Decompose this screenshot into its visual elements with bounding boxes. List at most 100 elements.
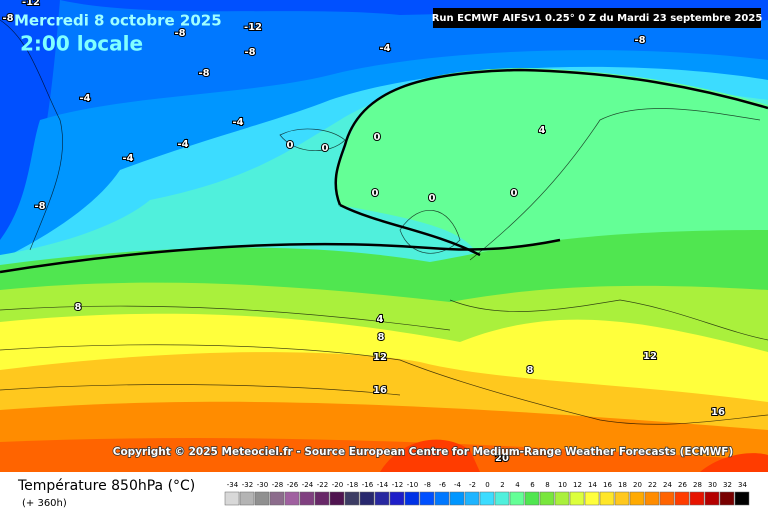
copyright: Copyright © 2025 Meteociel.fr - Source E… xyxy=(113,446,734,458)
contour-label: -4 xyxy=(79,93,90,104)
contour-label: -4 xyxy=(379,43,390,54)
legend-title: Température 850hPa (°C) xyxy=(17,478,195,494)
legend-label: -4 xyxy=(454,481,462,489)
contour-label: 0 xyxy=(372,188,379,199)
contour-labels: -12 -8 -8 -12 -8 -4 -8 -8 -4 -4 -4 -4 -8 0 0 0 4 0 0 0 8 4 8 12… xyxy=(1,0,726,465)
legend-label: -6 xyxy=(439,481,447,489)
legend-swatch xyxy=(674,491,690,506)
legend-label: 12 xyxy=(573,481,582,489)
legend-swatch xyxy=(269,491,285,506)
contour-label: -8 xyxy=(634,35,645,46)
contour-label: 0 xyxy=(322,143,329,154)
legend-label: 32 xyxy=(723,481,732,489)
contour-label: 16 xyxy=(711,407,725,418)
legend-label: -24 xyxy=(302,481,314,489)
legend-swatch xyxy=(629,491,645,506)
legend-swatch xyxy=(449,491,465,506)
legend-label: -26 xyxy=(287,481,299,489)
legend-swatch xyxy=(479,491,495,506)
legend-label: 26 xyxy=(678,481,687,489)
legend-label: 2 xyxy=(500,481,504,489)
legend-label: 0 xyxy=(485,481,489,489)
legend-label: 16 xyxy=(603,481,612,489)
legend-swatch xyxy=(539,491,555,506)
contour-label: -8 xyxy=(244,47,255,58)
legend-label: 14 xyxy=(588,481,597,489)
legend-swatch xyxy=(569,491,585,506)
legend-label: -28 xyxy=(272,481,283,489)
legend-label: 30 xyxy=(708,481,717,489)
contour-label: 4 xyxy=(377,314,384,325)
legend-swatch xyxy=(719,491,735,506)
legend-label: 8 xyxy=(545,481,549,489)
legend-swatch xyxy=(239,491,255,506)
legend-swatch xyxy=(434,491,450,506)
legend-lead: (+ 360h) xyxy=(22,498,67,509)
contour-label: -8 xyxy=(2,13,13,24)
contour-label: -8 xyxy=(198,68,209,79)
legend-swatch xyxy=(254,491,270,506)
legend-swatch xyxy=(584,491,600,506)
contour-label: 4 xyxy=(539,125,546,136)
legend-label: 6 xyxy=(530,481,535,489)
legend-swatch xyxy=(314,491,330,506)
legend-label: 24 xyxy=(663,481,672,489)
contour-label: -8 xyxy=(34,201,45,212)
legend-swatch xyxy=(524,491,540,506)
contour-label: 0 xyxy=(511,188,518,199)
legend-label: -20 xyxy=(332,481,343,489)
legend-swatch xyxy=(389,491,405,506)
legend-swatch xyxy=(404,491,420,506)
legend-label: -8 xyxy=(424,481,431,489)
contour-label: 0 xyxy=(374,132,381,143)
legend-swatch xyxy=(689,491,705,506)
legend-swatch xyxy=(599,491,615,506)
contour-label: -4 xyxy=(177,139,188,150)
legend-label: 34 xyxy=(738,481,747,489)
contour-label: -4 xyxy=(122,153,133,164)
legend-swatch xyxy=(704,491,720,506)
contour-label: -12 xyxy=(244,22,262,33)
contour-label: 8 xyxy=(75,302,82,313)
legend-label: -12 xyxy=(392,481,403,489)
legend-swatch xyxy=(374,491,390,506)
legend-swatch xyxy=(344,491,360,506)
legend-swatch xyxy=(464,491,480,506)
map-time: 2:00 locale xyxy=(20,32,143,56)
contour-label: -8 xyxy=(174,28,185,39)
legend-label: -18 xyxy=(347,481,358,489)
legend-label: -14 xyxy=(377,481,389,489)
contour-label: 8 xyxy=(378,332,385,343)
legend-label: 22 xyxy=(648,481,657,489)
legend-swatch xyxy=(734,491,750,506)
legend-label: 28 xyxy=(693,481,702,489)
legend-swatch xyxy=(284,491,300,506)
map-date: Mercredi 8 octobre 2025 xyxy=(14,12,222,30)
legend-swatch xyxy=(554,491,570,506)
run-box xyxy=(433,8,761,28)
legend-label: 4 xyxy=(515,481,520,489)
legend-swatch xyxy=(329,491,345,506)
contour-label: 0 xyxy=(429,193,436,204)
contour-label: 20 xyxy=(495,453,509,464)
contour-label: 0 xyxy=(287,140,294,151)
contour-label: 8 xyxy=(527,365,534,376)
legend-label: -30 xyxy=(257,481,268,489)
legend-label: 10 xyxy=(558,481,567,489)
legend-label: -32 xyxy=(242,481,253,489)
legend-swatch xyxy=(494,491,510,506)
run-info: Run ECMWF AIFSv1 0.25° 0 Z du Mardi 23 s… xyxy=(432,13,763,24)
legend-swatch xyxy=(299,491,315,506)
contour-label: -4 xyxy=(232,117,243,128)
contour-label: 16 xyxy=(373,385,387,396)
legend-scale: -34 -32 -30 -28 -26 -24 -22 -20 -18 -16 -14 -12 -10-… xyxy=(224,481,750,506)
contour-label: -12 xyxy=(22,0,40,8)
map xyxy=(0,0,768,472)
contour-label: 12 xyxy=(643,351,657,362)
legend-label: -16 xyxy=(362,481,374,489)
legend-label: -22 xyxy=(317,481,328,489)
legend-label: -10 xyxy=(407,481,418,489)
legend-swatch xyxy=(224,491,240,506)
legend-label: 18 xyxy=(618,481,627,489)
